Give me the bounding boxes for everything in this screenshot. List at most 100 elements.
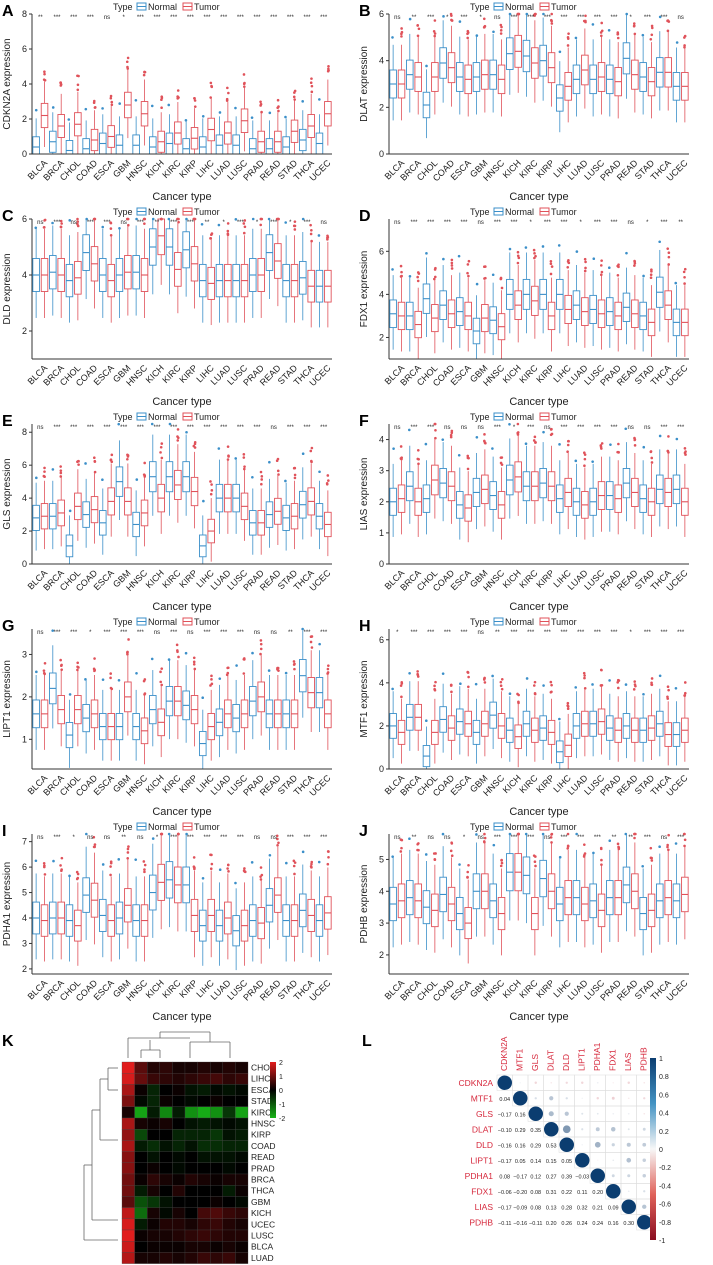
y-tick-label: 2	[379, 102, 384, 112]
tumor-outlier	[549, 18, 553, 22]
significance-label: ***	[610, 425, 618, 431]
legend: Type Normal Tumor	[113, 2, 220, 12]
heatmap-cell	[121, 1241, 135, 1253]
tumor-outlier	[516, 254, 520, 258]
tumor-outlier	[600, 21, 604, 25]
tumor-outlier	[292, 95, 296, 99]
tumor-outlier	[293, 89, 297, 93]
panel-H: H Type Normal Tumor 0 2 4 6 MTF1 expression *BLCA…	[359, 617, 690, 818]
significance-label: *	[156, 835, 159, 841]
significance-label: ns	[104, 15, 110, 21]
tumor-outlier	[75, 870, 79, 874]
normal-outlier	[150, 422, 154, 426]
group-THCA: ***THCA	[649, 15, 673, 182]
heatmap-cell	[134, 1084, 148, 1096]
group-STAD: ***STAD	[633, 630, 657, 796]
legend: Type Normal Tumor	[470, 617, 577, 627]
legend-title: Type	[113, 617, 133, 627]
corr-col-label: DLD	[561, 1054, 571, 1071]
legend-title: Type	[470, 412, 490, 422]
tumor-outlier	[327, 479, 330, 482]
significance-label: ***	[70, 15, 78, 21]
tumor-outlier	[175, 643, 179, 647]
tumor-outlier	[227, 454, 230, 457]
panel-J: J Type Normal Tumor 2 3 4 5 PDHB expression nsBLC…	[359, 822, 690, 1023]
significance-label: ***	[237, 220, 245, 226]
tumor-outlier	[93, 845, 96, 849]
heatmap-row-label: HNSC	[251, 1119, 275, 1129]
y-tick-label: 4	[22, 493, 27, 503]
heatmap-cell	[121, 1073, 135, 1085]
significance-label: *	[463, 835, 466, 841]
normal-outlier	[624, 832, 628, 836]
tumor-outlier	[260, 475, 264, 478]
tumor-outlier	[59, 469, 63, 472]
group-LIHC: ***LIHC	[194, 425, 216, 589]
x-tick-label: KICH	[501, 978, 523, 1000]
x-tick-label: KICH	[501, 363, 523, 385]
group-READ: *READ	[615, 630, 640, 798]
corr-col-label: LIPT1	[576, 1048, 586, 1071]
normal-outlier	[492, 843, 496, 847]
normal-outlier	[408, 275, 412, 278]
normal-outlier	[474, 682, 478, 686]
heatmap-cell	[159, 1073, 173, 1085]
normal-outlier	[200, 222, 204, 226]
normal-outlier	[541, 245, 545, 248]
group-GBM: *GBM	[111, 15, 133, 179]
y-tick-label: 2	[379, 332, 384, 342]
tumor-outlier	[599, 445, 603, 449]
heatmap-cell	[235, 1162, 249, 1175]
significance-label: ***	[660, 220, 668, 226]
x-tick-label: KIRC	[160, 158, 183, 181]
normal-outlier	[251, 217, 255, 221]
normal-outlier	[491, 674, 494, 678]
normal-outlier	[284, 115, 287, 119]
heatmap-cell	[121, 1151, 135, 1163]
corr-circle	[534, 1097, 537, 1100]
tumor-outlier	[310, 239, 313, 243]
y-tick-label: 4	[22, 270, 27, 280]
tumor-outlier	[193, 446, 197, 449]
corr-circle	[581, 1128, 584, 1131]
significance-label: *	[289, 220, 292, 226]
corr-circle	[626, 1142, 631, 1147]
heatmap-cell	[184, 1185, 198, 1197]
tumor-outlier	[600, 442, 604, 445]
corr-circle	[627, 1174, 631, 1178]
tumor-outlier	[177, 220, 180, 224]
x-axis-label: Cancer type	[152, 806, 211, 818]
normal-outlier	[408, 17, 412, 21]
group-LIHC: ***LIHC	[551, 15, 573, 179]
normal-outlier	[408, 671, 411, 675]
heatmap-cell	[134, 1095, 148, 1107]
group-LUAD: ***LUAD	[209, 425, 233, 592]
heatmap-row-label: KICH	[251, 1208, 271, 1218]
tumor-outlier	[310, 446, 314, 450]
tumor-outlier	[160, 106, 163, 110]
corr-colorbar-label: 1	[659, 1056, 663, 1063]
tumor-outlier	[76, 222, 79, 226]
tumor-outlier	[209, 480, 212, 483]
x-axis-label: Cancer type	[509, 191, 568, 203]
tumor-outlier	[326, 850, 330, 853]
tumor-outlier	[449, 433, 453, 437]
tumor-outlier	[176, 428, 180, 431]
panel-D: D Type Normal Tumor 2 4 6 FDX1 expression nsBLCA…	[359, 207, 690, 408]
heatmap-cell	[235, 1095, 249, 1107]
tumor-outlier	[467, 685, 470, 689]
tumor-outlier	[209, 81, 213, 85]
tumor-outlier	[499, 864, 503, 868]
significance-label: ns	[677, 15, 683, 21]
tumor-outlier	[450, 690, 453, 694]
corr-circle	[612, 1159, 615, 1162]
tumor-outlier	[566, 707, 570, 710]
tumor-outlier	[499, 23, 503, 27]
tumor-outlier	[42, 861, 46, 865]
heatmap-cell	[134, 1073, 148, 1085]
y-tick-label: 2	[379, 497, 384, 507]
normal-outlier	[185, 217, 188, 221]
